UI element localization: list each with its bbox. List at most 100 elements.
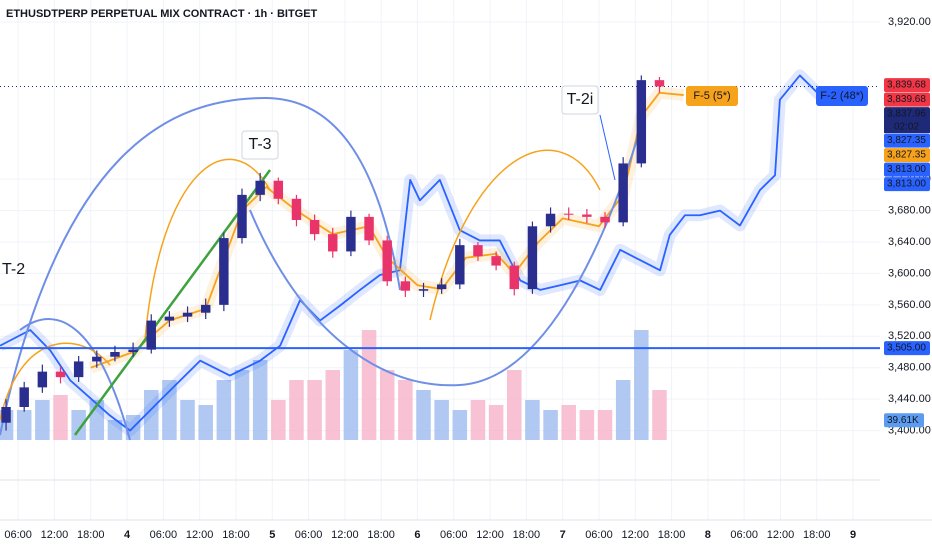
candle-body <box>164 316 175 321</box>
volume-bar <box>507 370 522 440</box>
arc-drawing <box>0 96 401 436</box>
volume-bar <box>488 405 504 440</box>
candle-body <box>219 238 229 305</box>
price-label: 3,827.35 <box>887 150 926 161</box>
price-label-box <box>884 162 930 177</box>
x-tick-label: 06:00 <box>295 529 323 541</box>
y-tick-label: 3,640.00 <box>888 236 931 248</box>
price-label: 3,839.68 <box>887 80 926 91</box>
background-layer <box>0 0 932 521</box>
chart-title: ETHUSDTPERP PERPETUAL MIX CONTRACT · 1h … <box>6 8 318 20</box>
volume-bar <box>416 390 431 440</box>
volume-bar <box>107 420 123 440</box>
x-tick-label: 8 <box>705 529 711 541</box>
x-tick-label: 18:00 <box>803 529 831 541</box>
candle-body <box>200 304 211 313</box>
annotation-box <box>686 86 738 106</box>
arc-drawing <box>0 342 111 421</box>
candle-body <box>128 349 138 352</box>
y-tick-label: 3,560.00 <box>888 299 931 311</box>
candle-body <box>1 407 11 423</box>
candle-body <box>309 220 320 235</box>
x-tick-label: 18:00 <box>658 529 686 541</box>
volume-bar <box>234 370 250 440</box>
y-tick-label: 3,520.00 <box>888 330 931 342</box>
candle-body <box>455 245 465 285</box>
candle-body <box>73 361 84 378</box>
price-label-box <box>884 148 930 163</box>
volume-bar <box>452 410 468 440</box>
volume-bar <box>198 405 213 440</box>
x-tick-label: 06:00 <box>150 529 178 541</box>
volume-bar <box>597 410 613 440</box>
volume-bar <box>53 395 68 440</box>
candle-body <box>237 194 247 239</box>
price-label: 3,813.00 <box>887 164 926 175</box>
volume-bar <box>543 410 558 440</box>
x-tick-label: 5 <box>269 529 275 541</box>
candle-body <box>636 80 647 164</box>
price-label: 3,827.35 <box>887 135 926 146</box>
candle-body <box>55 371 66 378</box>
line <box>0 74 821 432</box>
candle-body <box>563 213 574 215</box>
y-tick-label: 3,480.00 <box>888 362 931 374</box>
x-tick-label: 12:00 <box>41 529 69 541</box>
volume-bar <box>579 410 595 440</box>
annotation: F-2 (48*) <box>820 90 863 102</box>
price-label: 3,839.68 <box>887 94 926 105</box>
y-tick-label: 3,920.00 <box>888 16 931 28</box>
volume-bar <box>35 400 50 440</box>
candle-body <box>37 371 48 388</box>
volume-bar <box>379 370 395 440</box>
price-label-box <box>884 107 930 122</box>
price-label-box <box>884 341 930 356</box>
annotation-box <box>816 86 868 106</box>
price-label: 3,813.00 <box>887 179 926 190</box>
y-tick-label: 3,680.00 <box>888 204 931 216</box>
volume-bar <box>289 380 304 440</box>
volume-bar <box>143 390 159 440</box>
candle-body <box>19 387 29 407</box>
volume-bar <box>180 400 195 440</box>
candle-body <box>182 312 193 317</box>
annotation: T-2 <box>2 261 25 278</box>
volume-bar <box>634 330 649 440</box>
volume-bar <box>398 380 413 440</box>
x-tick-label: 12:00 <box>186 529 214 541</box>
price-label: 3,505.00 <box>887 343 926 354</box>
candle-body <box>291 198 302 220</box>
candle-body <box>400 281 411 291</box>
annotation-box <box>561 85 599 115</box>
candle-body <box>491 256 501 266</box>
volume-bar <box>434 400 449 440</box>
arc-drawing <box>249 129 641 387</box>
candle-body <box>473 245 483 257</box>
candle-body <box>545 213 556 227</box>
volume-bar <box>343 350 359 440</box>
candle-body <box>618 163 628 223</box>
x-tick-label: 4 <box>124 529 131 541</box>
candle-body <box>509 265 519 290</box>
volume-bar <box>252 360 268 440</box>
annotation: T-3 <box>248 136 271 153</box>
x-tick-label: 12:00 <box>476 529 504 541</box>
price-label-box <box>884 92 930 107</box>
x-tick-label: 7 <box>560 529 566 541</box>
x-tick-label: 18:00 <box>77 529 105 541</box>
volume-bar <box>71 410 86 440</box>
candle-body <box>382 240 392 282</box>
x-tick-label: 18:00 <box>367 529 395 541</box>
candle-body <box>654 80 665 87</box>
candle-body <box>418 289 429 291</box>
x-tick-label: 06:00 <box>440 529 468 541</box>
volume-bar <box>325 370 341 440</box>
annotation: T-2i <box>567 91 594 108</box>
price-label-box <box>884 133 930 148</box>
price-label-box <box>884 78 930 93</box>
annotation-box <box>241 130 279 160</box>
x-tick-label: 6 <box>414 529 420 541</box>
candle-body <box>364 216 374 241</box>
volume-label-box <box>884 413 924 428</box>
